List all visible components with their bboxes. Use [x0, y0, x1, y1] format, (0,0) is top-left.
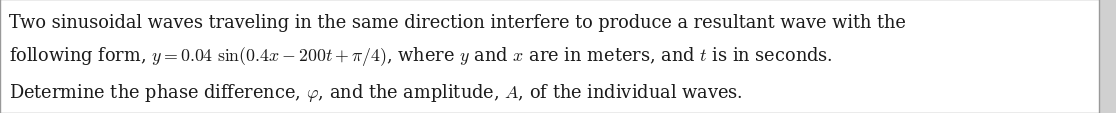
Text: Two sinusoidal waves traveling in the same direction interfere to produce a resu: Two sinusoidal waves traveling in the sa…	[9, 14, 906, 32]
Text: Determine the phase difference, $\varphi$, and the amplitude, $A$, of the indivi: Determine the phase difference, $\varphi…	[9, 82, 742, 104]
Text: following form, $y = 0.04\ \sin(0.4x - 200t + \pi/4)$, where $y$ and $x$ are in : following form, $y = 0.04\ \sin(0.4x - 2…	[9, 45, 833, 68]
